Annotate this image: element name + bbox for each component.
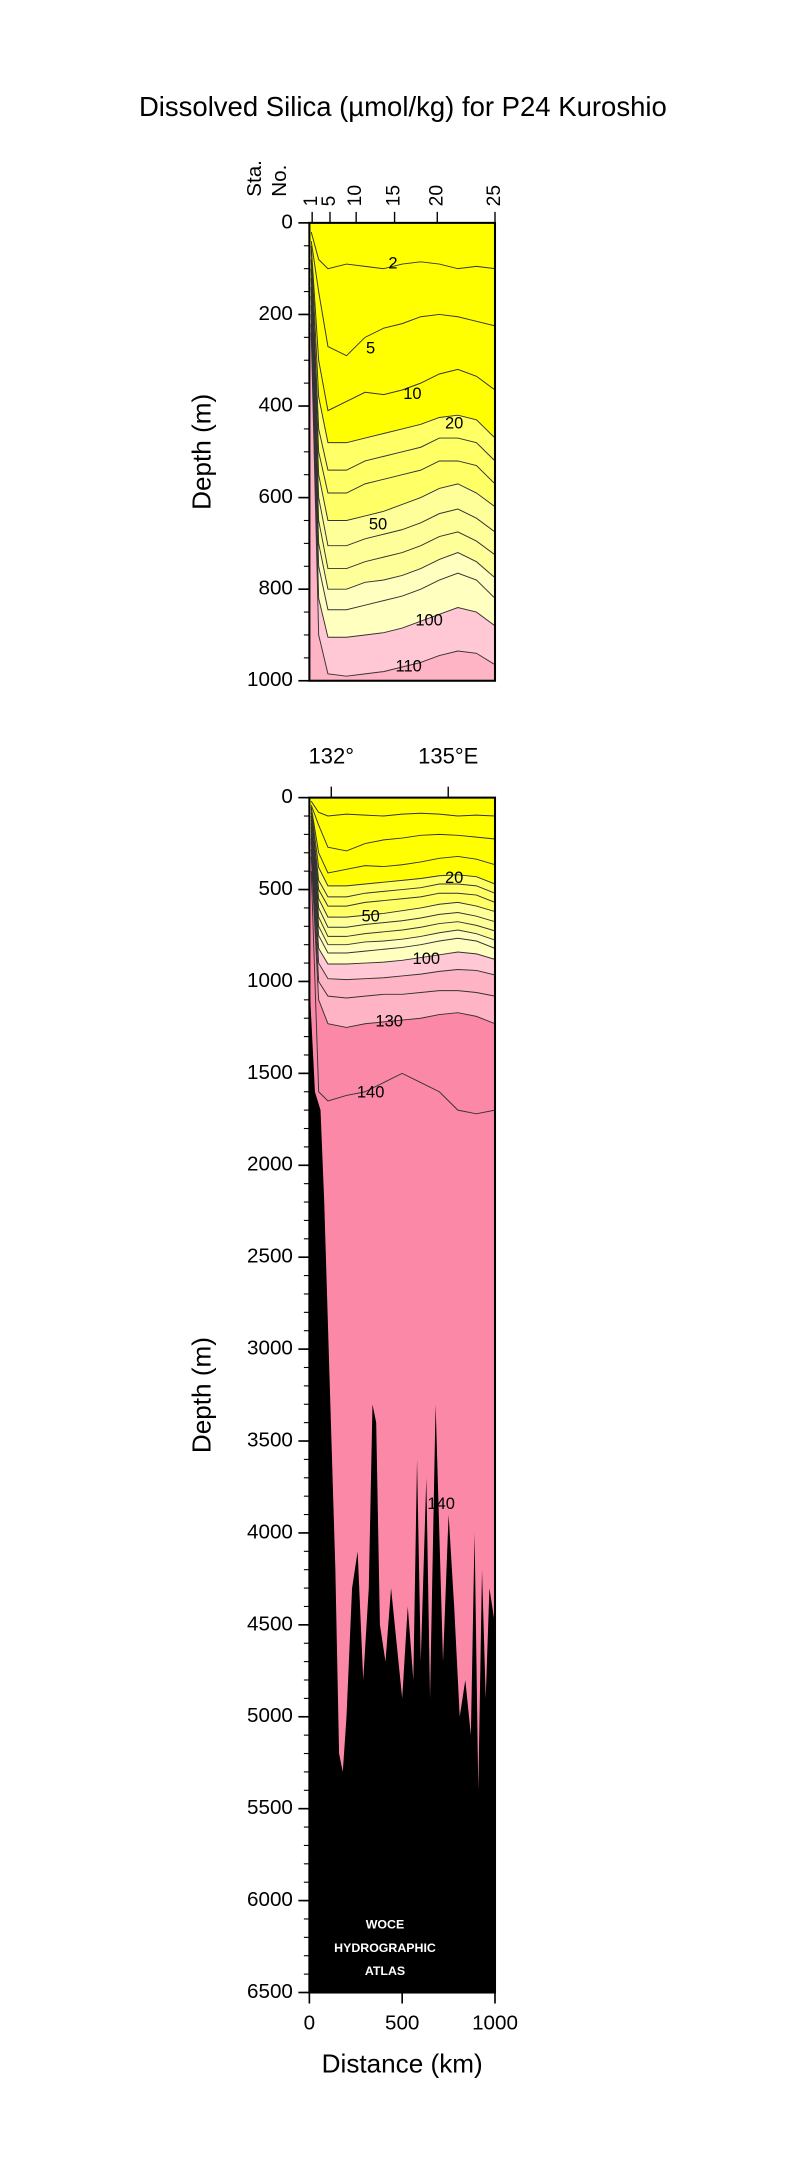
contour-line — [310, 314, 495, 611]
contour-line — [310, 819, 495, 918]
contour-line — [310, 286, 495, 547]
x-tick-label: 0 — [304, 2012, 315, 2035]
contour-band — [309, 797, 495, 817]
contour-label: 140 — [427, 1495, 455, 1513]
y-tick-label: 1500 — [247, 1061, 293, 1084]
watermark: ATLAS — [365, 1964, 405, 1978]
contour-label: 20 — [445, 415, 463, 433]
y-tick-label: 2500 — [247, 1245, 293, 1268]
station-title: No. — [268, 165, 291, 197]
station-tick-label: 1 — [301, 196, 322, 207]
y-tick-label: 0 — [281, 785, 292, 808]
contour-label: 10 — [403, 385, 421, 403]
contour-line — [310, 231, 495, 270]
contour-label: 50 — [361, 907, 379, 925]
contour-line — [310, 332, 495, 677]
contour-label: 5 — [366, 340, 375, 358]
contour-line — [310, 871, 495, 1115]
contour-line — [310, 823, 495, 928]
contour-line — [310, 806, 495, 874]
station-tick-label: 20 — [426, 185, 447, 206]
contour-label: 140 — [357, 1084, 385, 1102]
chart-title: Dissolved Silica (µmol/kg) for P24 Kuros… — [139, 91, 667, 122]
plot-area — [309, 222, 495, 681]
lon-tick-label: 132° — [309, 744, 355, 769]
station-tick-label: 5 — [319, 196, 340, 207]
station-tick-label: 10 — [345, 185, 366, 206]
x-tick-label: 500 — [385, 2012, 419, 2035]
contour-label: 50 — [369, 515, 387, 533]
y-tick-label: 0 — [281, 210, 292, 233]
y-tick-label: 3000 — [247, 1337, 293, 1360]
y-tick-label: 3500 — [247, 1428, 293, 1451]
y-tick-label: 400 — [258, 393, 292, 416]
contour-band — [309, 222, 495, 269]
contour-line — [310, 830, 495, 946]
contour-line — [310, 804, 495, 852]
y-tick-label: 5000 — [247, 1704, 293, 1727]
watermark: HYDROGRAPHIC — [334, 1941, 436, 1955]
y-tick-label: 1000 — [247, 668, 293, 691]
y-tick-label: 1000 — [247, 969, 293, 992]
contour-line — [310, 241, 495, 357]
contour-line — [310, 812, 495, 898]
watermark: WOCE — [366, 1917, 404, 1931]
y-axis-label: Depth (m) — [186, 1337, 216, 1453]
contour-line — [310, 838, 495, 965]
y-tick-label: 500 — [258, 877, 292, 900]
contour-label: 2 — [388, 254, 397, 272]
contour-line — [310, 245, 495, 412]
contour-line — [310, 250, 495, 444]
contour-line — [310, 856, 495, 1028]
y-tick-label: 2000 — [247, 1153, 293, 1176]
contour-label: 130 — [375, 1012, 403, 1030]
contour-line — [310, 826, 495, 937]
contour-label: 100 — [413, 950, 441, 968]
contour-line — [310, 323, 495, 638]
y-tick-label: 200 — [258, 302, 292, 325]
y-axis-label: Depth (m) — [186, 394, 216, 510]
contour-line — [310, 801, 495, 817]
y-tick-label: 600 — [258, 485, 292, 508]
contour-line — [310, 259, 495, 471]
contour-line — [310, 296, 495, 570]
contour-line — [310, 305, 495, 590]
plot-area — [309, 797, 495, 1993]
bathymetry — [309, 981, 495, 1993]
y-tick-label: 800 — [258, 577, 292, 600]
x-tick-label: 1000 — [472, 2012, 518, 2035]
y-tick-label: 5500 — [247, 1796, 293, 1819]
contour-line — [310, 268, 495, 494]
contour-label: 20 — [445, 869, 463, 887]
y-tick-label: 6000 — [247, 1888, 293, 1911]
station-tick-label: 15 — [384, 185, 405, 206]
contour-line — [310, 849, 495, 999]
contour-line — [310, 841, 495, 981]
lon-tick-label: 135°E — [418, 744, 478, 769]
y-tick-label: 4500 — [247, 1612, 293, 1635]
contour-label: 110 — [396, 657, 422, 675]
contour-line — [310, 834, 495, 954]
y-tick-label: 4000 — [247, 1520, 293, 1543]
x-axis-label: Distance (km) — [322, 2048, 483, 2078]
y-tick-label: 6500 — [247, 1980, 293, 2003]
contour-label: 100 — [415, 612, 443, 630]
contour-line — [310, 815, 495, 907]
contour-line — [310, 808, 495, 887]
station-tick-label: 25 — [484, 185, 505, 206]
station-title: Sta. — [243, 160, 266, 197]
contour-line — [310, 277, 495, 521]
